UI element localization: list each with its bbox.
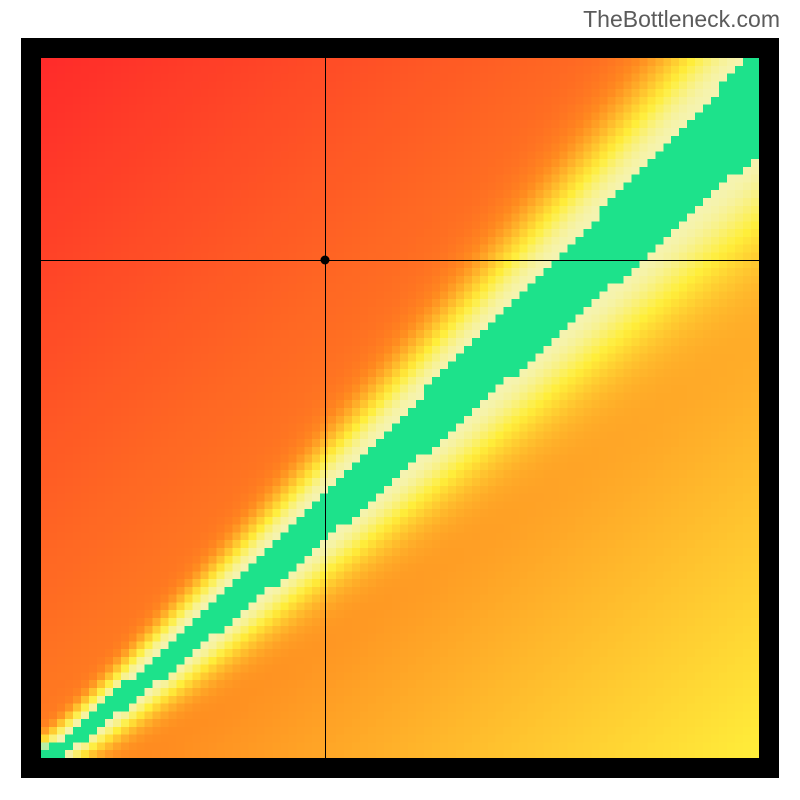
chart-container: TheBottleneck.com [0, 0, 800, 800]
plot-frame [21, 38, 779, 778]
crosshair-vertical [325, 58, 326, 758]
marker-dot [320, 255, 329, 264]
crosshair-horizontal [41, 260, 759, 261]
heatmap-canvas [41, 58, 759, 758]
watermark-text: TheBottleneck.com [583, 6, 780, 33]
